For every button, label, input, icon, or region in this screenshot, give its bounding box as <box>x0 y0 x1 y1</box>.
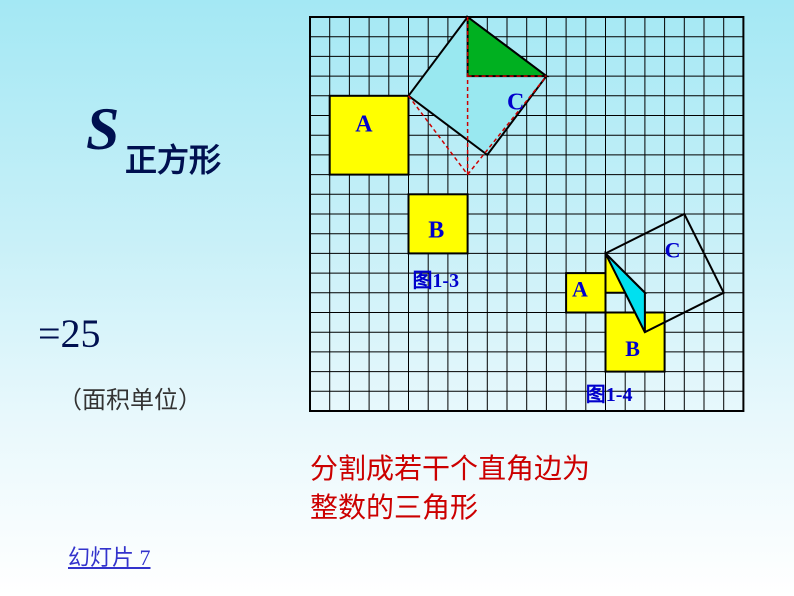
caption-line2: 整数的三角形 <box>310 489 590 528</box>
unit-text: （面积单位） <box>58 388 202 414</box>
area-unit-label: （面积单位） <box>58 380 202 415</box>
svg-text:C: C <box>665 237 681 262</box>
slide-link[interactable]: 幻灯片 7 <box>68 540 151 572</box>
caption-text: 分割成若干个直角边为 整数的三角形 <box>310 450 590 528</box>
svg-text:图1-3: 图1-3 <box>412 269 459 292</box>
svg-text:B: B <box>625 336 640 361</box>
svg-text:C: C <box>507 90 524 116</box>
svg-text:图1-4: 图1-4 <box>586 383 633 406</box>
equals-value: =25 <box>38 310 101 357</box>
caption-line1: 分割成若干个直角边为 <box>310 450 590 489</box>
link-text: 幻灯片 7 <box>68 545 151 570</box>
svg-text:A: A <box>572 277 588 302</box>
formula-subscript: 正方形 <box>125 135 221 181</box>
s-letter: S <box>86 96 119 162</box>
eq-text: =25 <box>38 311 101 356</box>
svg-text:A: A <box>355 111 373 137</box>
formula-s-symbol: S <box>86 95 119 164</box>
svg-text:B: B <box>428 218 444 244</box>
sub-text: 正方形 <box>125 142 221 178</box>
geometry-grid: A B C 图1-3 A B C 图1-4 <box>308 15 745 418</box>
